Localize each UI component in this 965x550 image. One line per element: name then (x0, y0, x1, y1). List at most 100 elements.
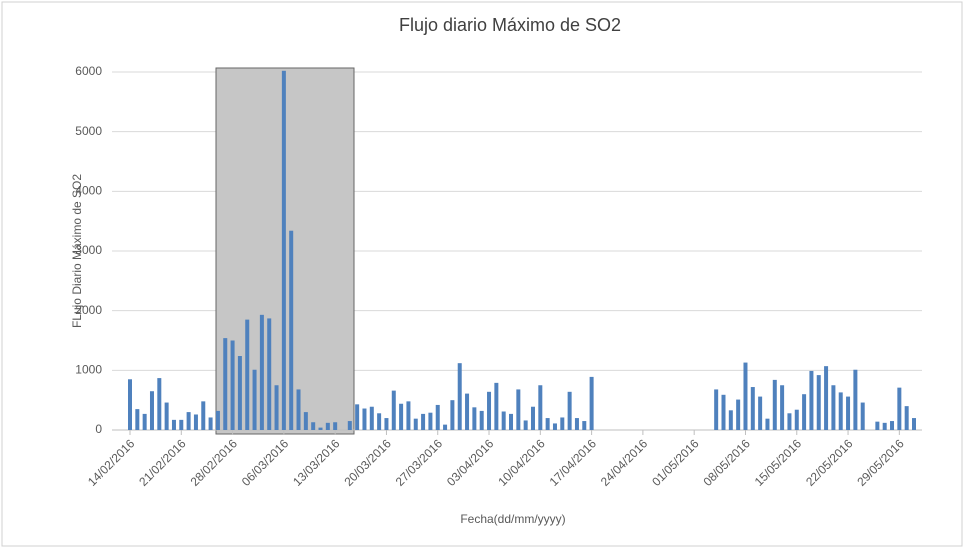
bar (875, 421, 880, 430)
bar (215, 410, 220, 430)
bar (274, 385, 279, 430)
bar (347, 421, 352, 430)
bar (164, 402, 169, 430)
bar (135, 409, 140, 430)
y-tick-label: 5000 (75, 124, 102, 138)
bar (787, 413, 792, 430)
bar (897, 387, 902, 430)
bar (289, 230, 294, 430)
y-tick-label: 0 (95, 422, 102, 436)
bar (230, 340, 235, 430)
bar (325, 422, 330, 430)
bar (487, 391, 492, 430)
bar (479, 410, 484, 430)
bar (838, 392, 843, 430)
bar (772, 379, 777, 430)
bar (509, 413, 514, 430)
bar (142, 413, 147, 430)
y-tick-label: 4000 (75, 184, 102, 198)
bar (494, 382, 499, 430)
bar (589, 376, 594, 430)
bar (728, 410, 733, 430)
bar (406, 401, 411, 430)
x-axis-label: Fecha(dd/mm/yyyy) (460, 512, 565, 526)
bar (391, 390, 396, 430)
bar (890, 421, 895, 430)
bar (362, 408, 367, 430)
bar (443, 424, 448, 430)
bar (758, 396, 763, 430)
bar (267, 318, 272, 430)
bar (831, 385, 836, 430)
bar (750, 387, 755, 430)
bar (149, 391, 154, 430)
bar (721, 394, 726, 430)
bar (296, 389, 301, 430)
bar (450, 400, 455, 430)
bar (780, 385, 785, 430)
bar (904, 406, 909, 430)
bar (303, 412, 308, 430)
bar (538, 385, 543, 430)
bar (311, 422, 316, 430)
bar (853, 369, 858, 430)
bar (516, 389, 521, 430)
bar (574, 418, 579, 430)
bar (765, 418, 770, 430)
bar (545, 418, 550, 430)
bar (384, 418, 389, 430)
bar (457, 363, 462, 430)
bar (435, 404, 440, 430)
bar (377, 413, 382, 430)
bar (809, 370, 814, 430)
bar (245, 319, 250, 430)
bar (237, 356, 242, 430)
bar (816, 375, 821, 430)
bar (428, 412, 433, 430)
bar (501, 411, 506, 430)
bar (318, 427, 323, 430)
bar (912, 418, 916, 430)
bar (186, 412, 191, 430)
bar (523, 420, 528, 430)
bar (560, 417, 565, 430)
bar (794, 409, 799, 430)
bar (193, 414, 198, 430)
bar (465, 393, 470, 430)
bar (530, 406, 535, 430)
bar (252, 369, 257, 430)
bar (736, 399, 741, 430)
bar (846, 396, 851, 430)
bar (208, 417, 213, 430)
bar (399, 403, 404, 430)
chart-title: Flujo diario Máximo de SO2 (399, 15, 621, 35)
bar (743, 362, 748, 430)
bar (472, 407, 477, 430)
bar (582, 421, 587, 430)
bar (413, 418, 418, 430)
y-axis-label: FLujo Diario Máximo de SO2 (70, 174, 84, 328)
y-tick-label: 3000 (75, 243, 102, 257)
bar (802, 394, 807, 430)
bar (128, 379, 132, 430)
bar (860, 402, 865, 430)
bar (714, 389, 719, 430)
y-tick-label: 6000 (75, 64, 102, 78)
bar (223, 338, 228, 430)
y-tick-label: 2000 (75, 303, 102, 317)
bar (824, 366, 829, 430)
bar (369, 406, 374, 430)
bar (355, 404, 360, 430)
bar (179, 419, 184, 430)
bar (567, 391, 572, 430)
bar (201, 401, 206, 430)
bar (421, 413, 426, 430)
y-tick-label: 1000 (75, 363, 102, 377)
bar (333, 422, 338, 430)
bar (552, 423, 557, 430)
bar (259, 314, 264, 430)
bar (157, 378, 162, 430)
bar (171, 419, 176, 430)
